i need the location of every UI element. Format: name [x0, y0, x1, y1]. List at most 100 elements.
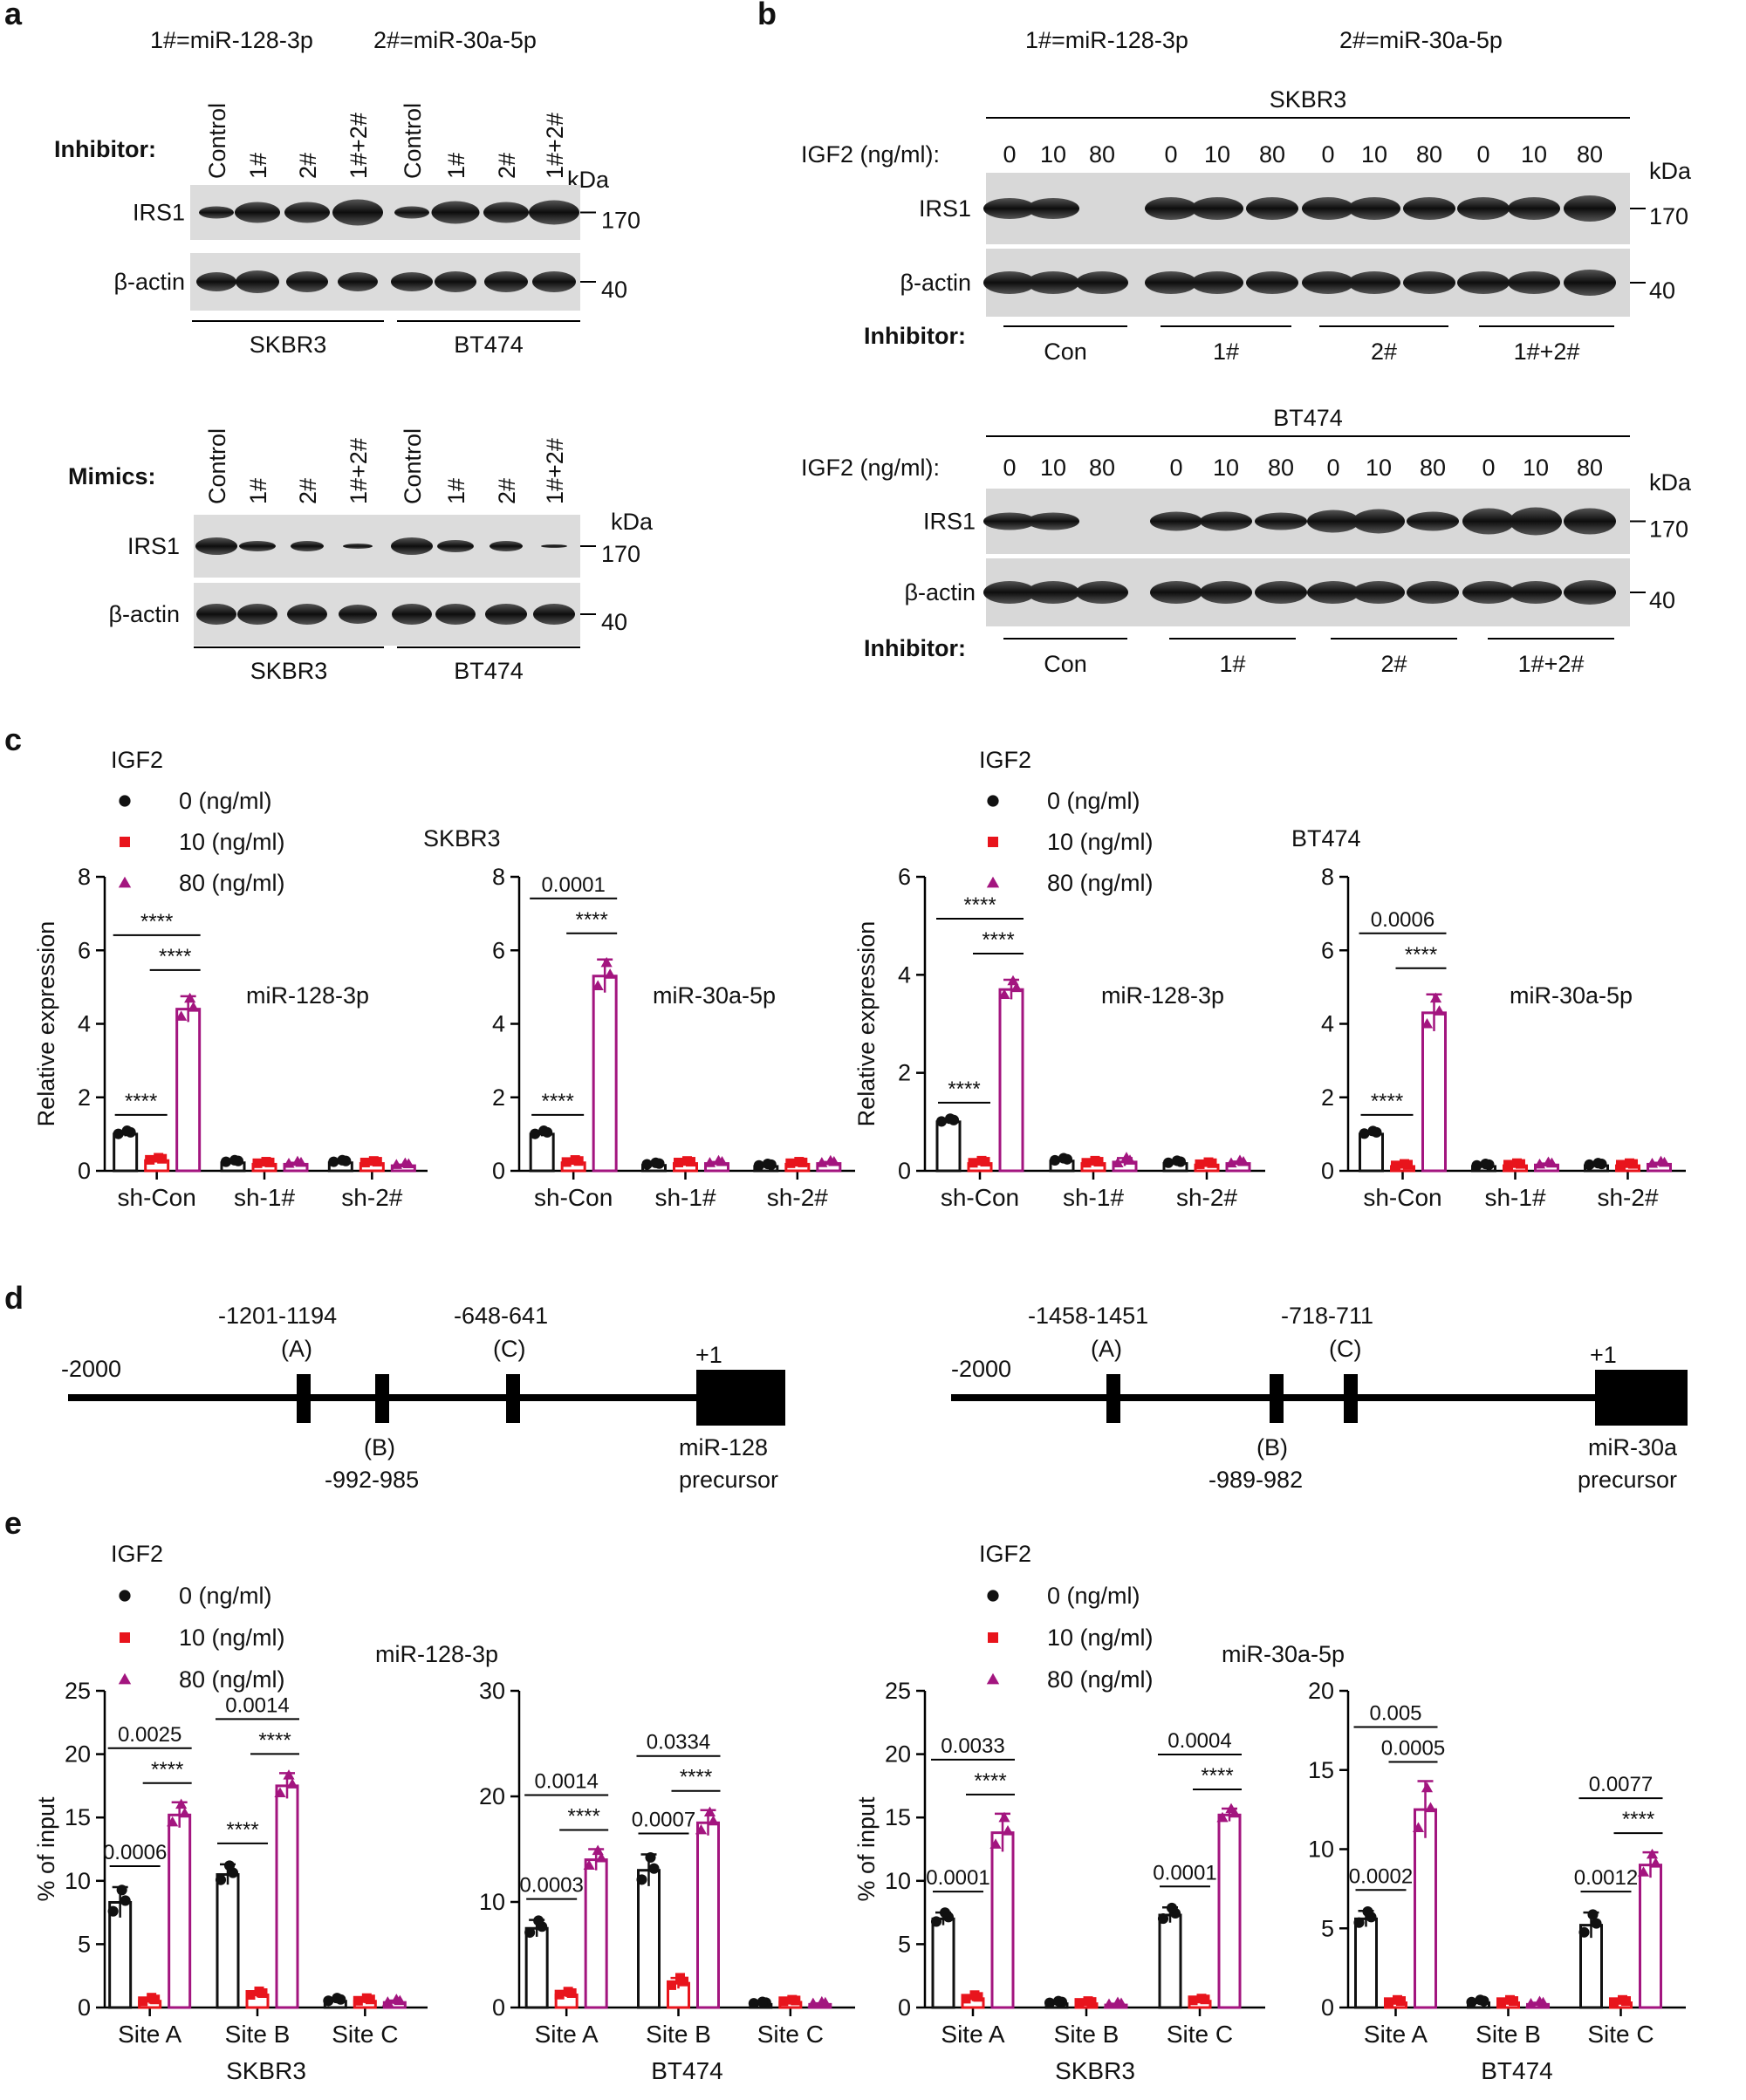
significance-label: 0.0005 — [1381, 1736, 1445, 1760]
band — [1564, 508, 1616, 535]
band — [1510, 581, 1562, 604]
bar — [175, 1008, 202, 1173]
data-point — [645, 1851, 656, 1864]
data-point — [778, 1996, 789, 2007]
blot-label: β-actin — [113, 269, 185, 295]
bar — [1354, 1917, 1378, 2009]
y-tick-label: 15 — [885, 1804, 911, 1830]
data-point — [1359, 1128, 1370, 1139]
data-point — [667, 1980, 676, 1990]
data-point — [215, 1874, 227, 1885]
y-tick-label: 20 — [885, 1741, 911, 1768]
data-point — [1195, 1159, 1205, 1169]
y-tick-label: 2 — [898, 1060, 911, 1086]
data-point — [138, 1996, 148, 2007]
c-left-cell: SKBR3 — [423, 825, 501, 852]
data-point — [1216, 1811, 1229, 1823]
bar — [696, 1821, 720, 2009]
band — [435, 271, 476, 292]
blot-label: IRS1 — [923, 509, 976, 535]
tss-label: +1 — [695, 1342, 722, 1368]
y-tick-label: 4 — [78, 1011, 91, 1037]
data-point — [167, 1816, 179, 1827]
y-tick-label: 6 — [898, 864, 911, 890]
data-point — [1090, 1155, 1100, 1166]
y-tick-label: 5 — [898, 1931, 911, 1957]
y-tick-label: 2 — [78, 1084, 91, 1111]
e-left-mirna: miR-128-3p — [375, 1641, 498, 1667]
band — [1457, 197, 1510, 220]
precursor-box — [1595, 1370, 1688, 1426]
blot-label: IRS1 — [133, 200, 185, 226]
y-tick-label: 0 — [78, 1994, 91, 2021]
data-point — [1512, 1158, 1522, 1168]
dose-label: 10 — [1204, 141, 1230, 168]
site-b-marker — [375, 1374, 389, 1423]
x-tick-label: sh-Con — [534, 1184, 613, 1211]
data-point — [1578, 1926, 1590, 1938]
data-point — [703, 1157, 716, 1167]
igf2-label: IGF2 (ng/ml): — [801, 455, 940, 481]
data-point — [261, 1157, 271, 1167]
cell-label: SKBR3 — [250, 658, 328, 684]
x-tick-label: Site C — [1587, 2021, 1654, 2048]
dose-label: 10 — [1040, 141, 1066, 168]
chart-e-bt474-mir30a: 0 5 10 15 20 Site A Site B Site C BT474 0.0002 0.0… — [1308, 1678, 1686, 2084]
data-point — [220, 1156, 232, 1167]
dose-label: 10 — [1213, 455, 1239, 481]
band — [435, 604, 476, 625]
legend-marker — [120, 837, 130, 847]
band — [533, 604, 575, 625]
bar — [1421, 1011, 1447, 1173]
data-point — [1505, 1994, 1515, 2005]
dose-label: 0 — [1164, 141, 1177, 168]
legend-marker — [120, 1632, 130, 1643]
cell-label: BT474 — [454, 332, 524, 358]
data-point — [1475, 1994, 1486, 2006]
data-point — [787, 1994, 798, 2005]
bar — [1639, 1864, 1662, 2009]
data-point — [969, 1990, 980, 2001]
x-tick-label: sh-2# — [1176, 1184, 1237, 1211]
mw-label: 170 — [1649, 203, 1688, 229]
y-tick-label: 4 — [1321, 1011, 1334, 1037]
data-point — [757, 1996, 768, 2008]
y-tick-label: 0 — [78, 1158, 91, 1184]
bar — [931, 1917, 955, 2009]
legend-marker — [987, 795, 999, 807]
x-axis-title: SKBR3 — [226, 2057, 306, 2084]
bar — [529, 1132, 555, 1173]
x-tick-label: sh-2# — [1597, 1184, 1658, 1211]
data-point — [154, 1153, 164, 1163]
band — [983, 581, 1036, 604]
group-label: 1#+2# — [1514, 339, 1580, 365]
band — [343, 544, 373, 549]
x-tick-label: sh-Con — [118, 1184, 196, 1211]
mw-label: 40 — [1649, 277, 1675, 304]
bar — [168, 1813, 192, 2009]
data-point — [1384, 1997, 1393, 2008]
lane-label: 1#+2# — [346, 438, 372, 504]
data-point — [328, 1156, 339, 1167]
data-point — [337, 1154, 348, 1166]
data-point — [332, 1993, 343, 2004]
legend-e-left: IGF2 0 (ng/ml) 10 (ng/ml) 80 (ng/ml) — [111, 1541, 285, 1693]
lane-label: Control — [400, 428, 426, 504]
band — [199, 206, 234, 219]
data-point — [1002, 1825, 1014, 1836]
chart-e-bt474-mir128: 0 10 20 30 Site A Site B Site C BT474 0.0003 ****… — [479, 1678, 855, 2084]
western-blot-a-bottom: Control 1# 2# 1#+2# Control 1# 2# 1#+2# Mimics: k… — [68, 428, 654, 684]
data-point — [286, 1778, 298, 1789]
precursor-word: precursor — [1578, 1467, 1677, 1493]
data-point — [636, 1874, 647, 1885]
data-point — [361, 1993, 372, 2003]
y-tick-label: 8 — [78, 864, 91, 890]
significance-label: 0.0007 — [632, 1809, 695, 1832]
data-point — [563, 1987, 573, 1997]
band — [1246, 271, 1298, 294]
data-point — [592, 980, 604, 990]
lane-label: 2# — [295, 478, 321, 504]
mw-label: 40 — [601, 277, 627, 303]
data-point — [1049, 1154, 1061, 1166]
y-axis-label: Relative expression — [853, 921, 880, 1127]
